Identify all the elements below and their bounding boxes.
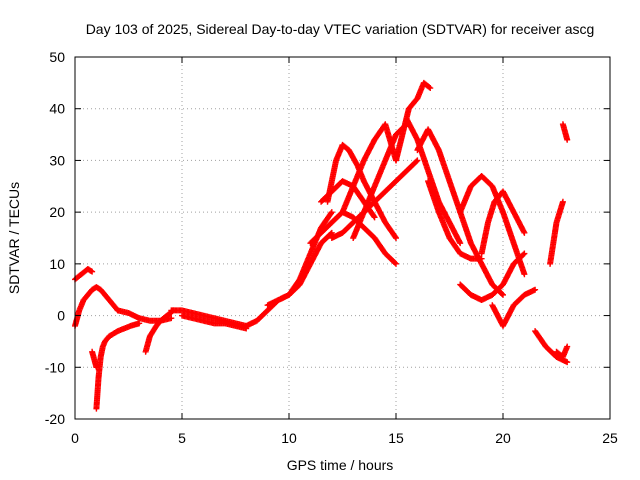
- data-point: [413, 158, 420, 165]
- data-point: [478, 255, 485, 262]
- plot-frame: [74, 56, 611, 420]
- series-arc-2: [72, 266, 96, 283]
- axis-ticks: 0 5 10 15 20 25 -20 -10 0 10 20 30 40 50: [45, 49, 618, 446]
- series-arc-23: [489, 286, 539, 329]
- data-point: [457, 240, 464, 247]
- series-arc-22: [478, 188, 528, 257]
- series-arc-8: [179, 312, 250, 332]
- data-point: [520, 251, 527, 258]
- data-series: [72, 79, 571, 412]
- data-point: [564, 343, 571, 350]
- series-arc-24: [532, 328, 571, 366]
- series-arc-15: [350, 121, 410, 241]
- data-point: [564, 136, 571, 143]
- x-tick-label: 20: [495, 430, 511, 446]
- series-arc-27: [553, 343, 571, 360]
- x-tick-label: 5: [178, 430, 186, 446]
- y-tick-label: 40: [49, 101, 65, 117]
- series-arc-26: [559, 121, 571, 143]
- series-arc-21: [457, 250, 528, 304]
- y-tick-label: 20: [49, 204, 65, 220]
- data-point: [559, 198, 566, 205]
- data-point: [392, 233, 399, 240]
- chart-title: Day 103 of 2025, Sidereal Day-to-day VTE…: [86, 21, 595, 37]
- series-arc-3: [93, 320, 143, 412]
- data-point: [371, 214, 378, 221]
- data-point: [136, 320, 143, 327]
- data-point: [93, 364, 100, 371]
- data-point: [500, 291, 506, 298]
- data-point: [564, 359, 571, 366]
- x-tick-label: 10: [281, 430, 297, 446]
- data-point: [392, 259, 399, 266]
- data-point: [521, 229, 528, 236]
- data-point: [328, 229, 335, 236]
- data-point: [414, 157, 421, 164]
- y-tick-label: 0: [57, 308, 65, 324]
- data-point: [327, 230, 334, 237]
- x-tick-label: 25: [602, 430, 618, 446]
- data-point: [427, 85, 434, 92]
- data-point: [521, 271, 528, 278]
- series-arc-25: [547, 198, 566, 267]
- data-point: [393, 260, 399, 267]
- series-arc-20: [457, 172, 528, 278]
- data-point: [521, 250, 528, 257]
- data-point: [89, 268, 96, 275]
- y-tick-label: 30: [49, 152, 65, 168]
- series-arc-19: [425, 178, 485, 262]
- data-point: [532, 286, 539, 293]
- data-point: [370, 213, 377, 220]
- series-arc-13: [328, 157, 421, 241]
- y-tick-label: 50: [49, 49, 65, 65]
- series-arc-4: [89, 348, 100, 371]
- data-point: [499, 290, 506, 297]
- data-point: [328, 210, 335, 217]
- data-point: [168, 315, 175, 322]
- series-arc-9: [264, 229, 335, 309]
- data-point: [243, 325, 250, 332]
- x-axis-label: GPS time / hours: [287, 457, 394, 473]
- x-tick-label: 15: [388, 430, 404, 446]
- y-axis-label: SDTVAR / TECUs: [6, 182, 22, 294]
- data-point: [393, 235, 399, 241]
- x-tick-label: 0: [71, 430, 79, 446]
- data-point: [328, 209, 335, 216]
- y-tick-label: -20: [45, 411, 65, 427]
- y-tick-label: 10: [49, 256, 65, 272]
- data-point: [426, 84, 433, 91]
- y-tick-label: -10: [45, 359, 65, 375]
